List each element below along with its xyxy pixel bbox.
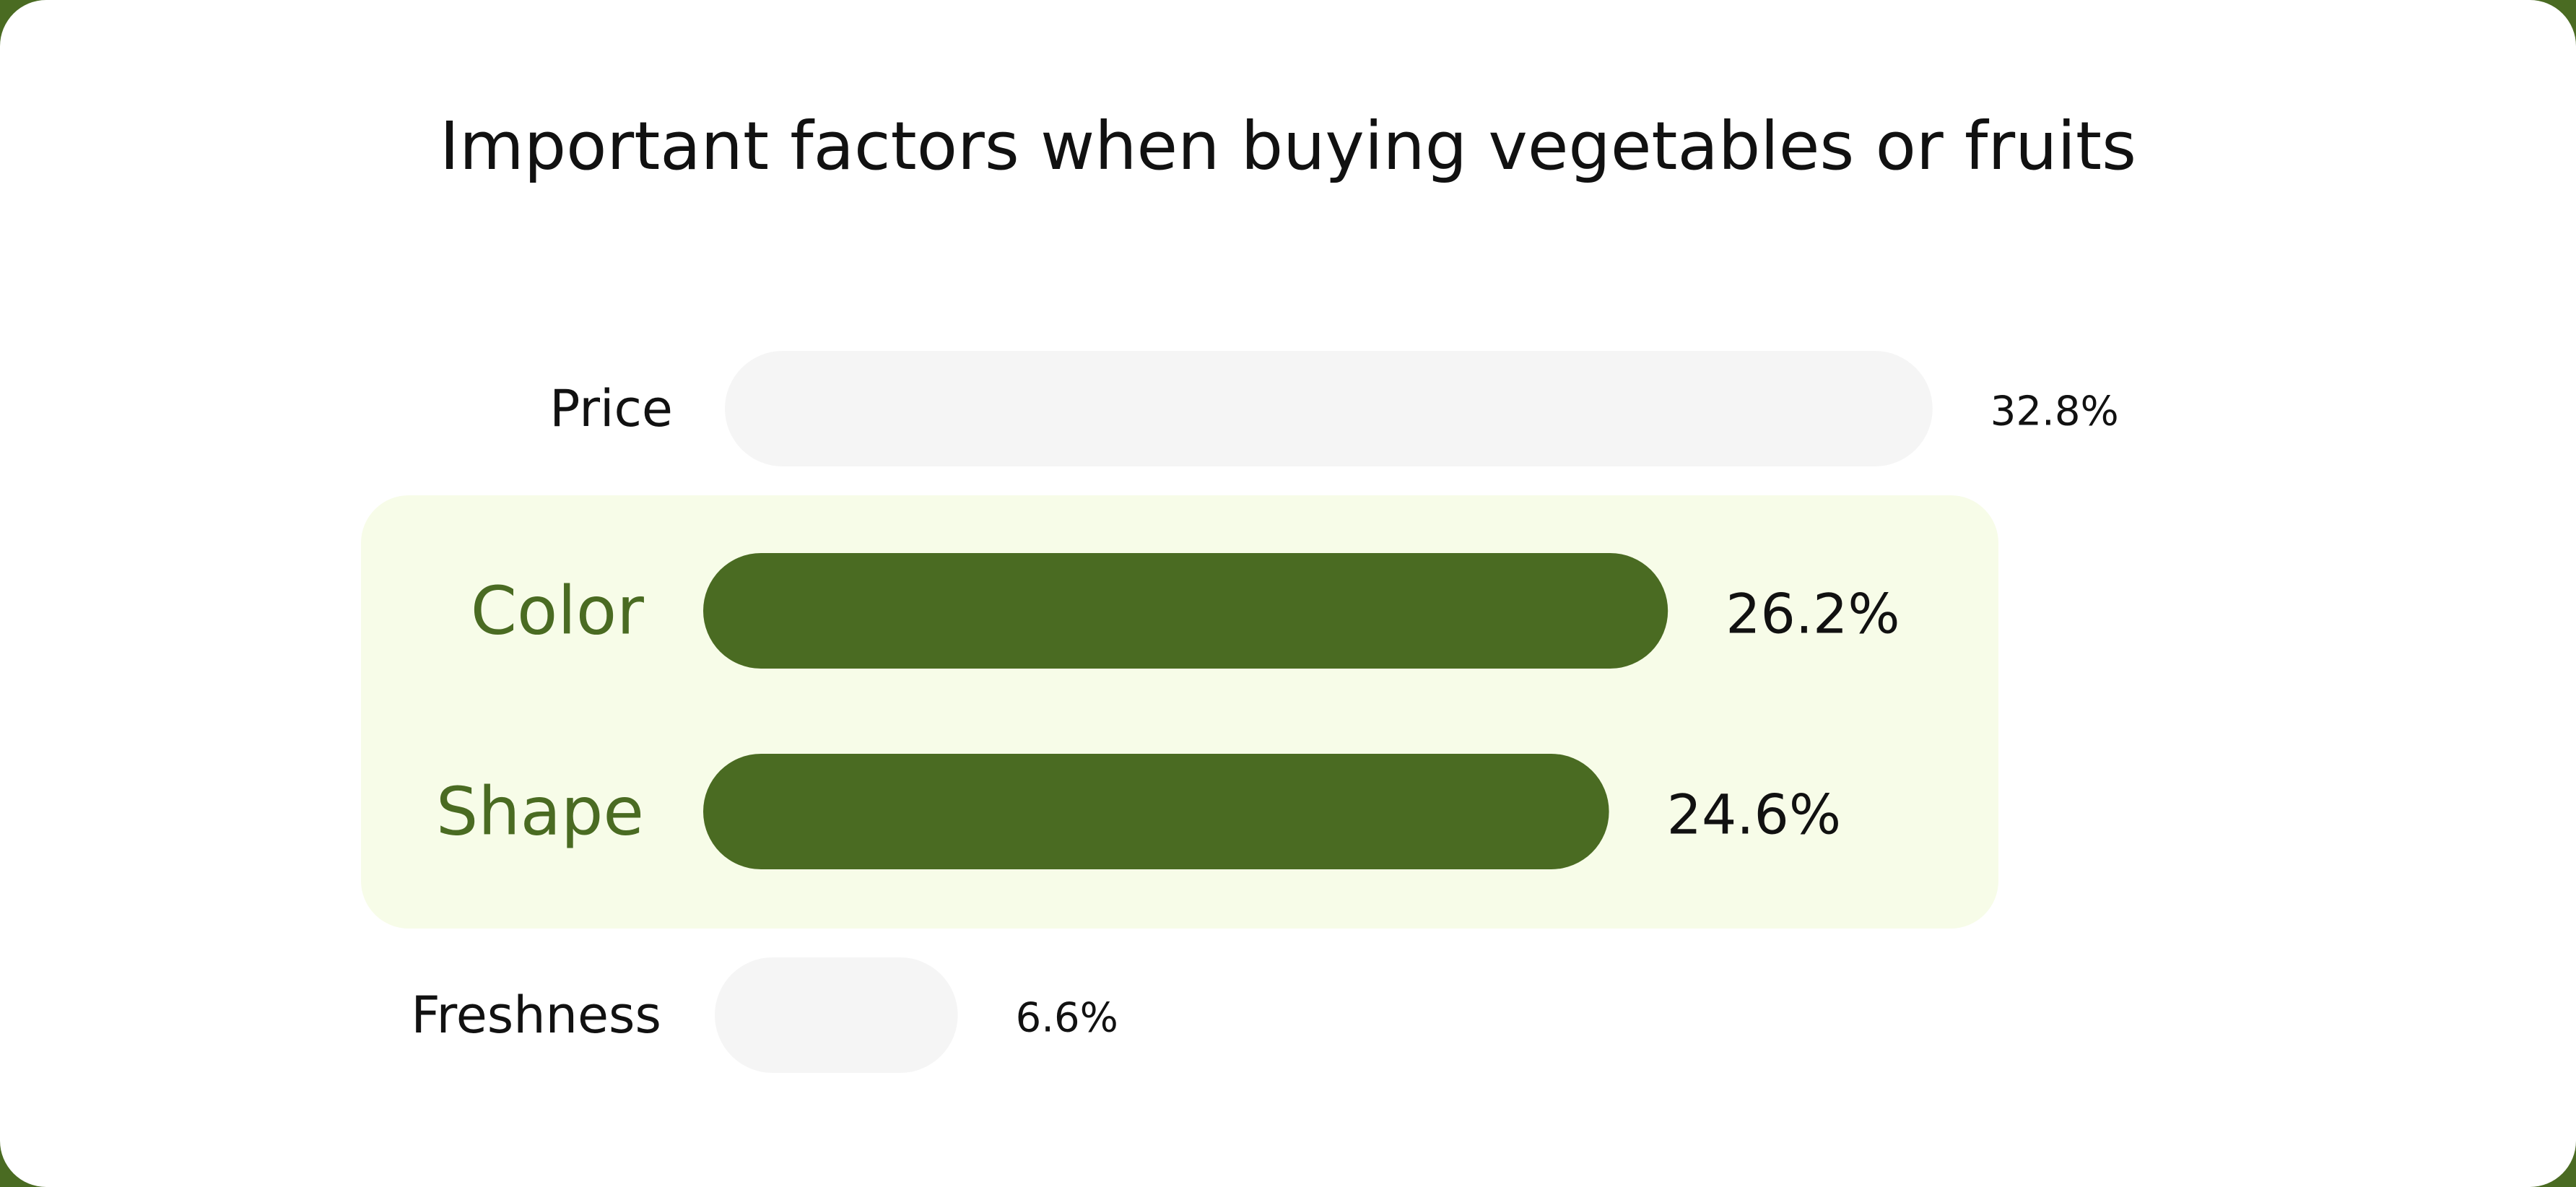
category-label-color: Color — [471, 573, 644, 650]
value-label-color: 26.2% — [1726, 582, 1900, 646]
bar-freshness — [715, 957, 958, 1073]
value-label-freshness: 6.6% — [1016, 995, 1118, 1042]
chart-title: Important factors when buying vegetables… — [439, 108, 2137, 185]
bar-price — [725, 351, 1933, 466]
category-label-price: Price — [549, 379, 673, 438]
value-label-shape: 24.6% — [1667, 783, 1841, 847]
category-label-freshness: Freshness — [411, 986, 661, 1045]
bar-shape — [703, 754, 1609, 869]
value-label-price: 32.8% — [1990, 388, 2119, 435]
bar-color — [703, 553, 1668, 669]
category-label-shape: Shape — [436, 773, 644, 851]
